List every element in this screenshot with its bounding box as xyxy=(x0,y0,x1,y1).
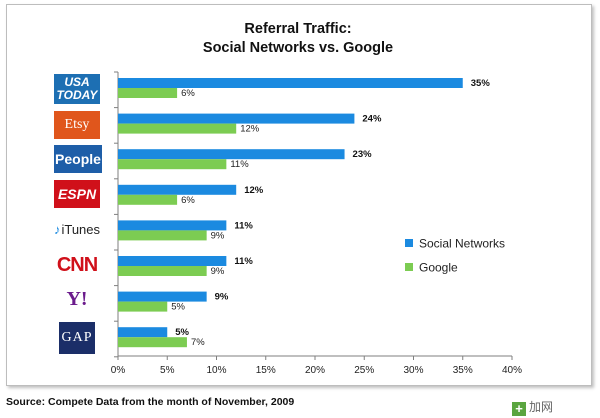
data-label-google: 6% xyxy=(181,195,195,206)
data-label-social-networks: 5% xyxy=(175,327,189,338)
data-label-google: 12% xyxy=(240,124,260,135)
data-label-social-networks: 9% xyxy=(215,292,229,303)
bar-social-networks xyxy=(118,184,237,195)
x-tick-label: 15% xyxy=(256,365,276,376)
bar-google xyxy=(118,230,207,241)
plus-icon: + xyxy=(512,402,526,416)
logo-itunes: ♪ iTunes xyxy=(54,215,100,243)
data-label-google: 9% xyxy=(211,266,225,277)
logo-itunes-text: iTunes xyxy=(61,221,101,237)
bars xyxy=(118,78,463,348)
legend-label: Social Networks xyxy=(419,237,505,251)
logo-espn-text: ESPN xyxy=(57,186,97,202)
data-label-social-networks: 12% xyxy=(244,185,264,196)
legend-swatch xyxy=(405,239,413,247)
data-label-google: 5% xyxy=(171,302,185,313)
data-label-social-networks: 11% xyxy=(234,220,253,231)
bar-google xyxy=(118,301,168,312)
chart-title: Referral Traffic: Social Networks vs. Go… xyxy=(202,21,394,56)
logo-usa-today: USA TODAY xyxy=(54,74,100,104)
data-label-social-networks: 35% xyxy=(471,78,491,89)
x-tick-label: 25% xyxy=(354,365,374,376)
bar-google xyxy=(118,123,237,134)
legend-swatch xyxy=(405,263,413,271)
bar-google xyxy=(118,337,187,348)
logo-people: People xyxy=(54,145,102,173)
x-tick-label: 40% xyxy=(502,365,522,376)
watermark-text: 加网 xyxy=(529,400,554,414)
data-label-google: 7% xyxy=(191,337,205,348)
logo-gap-text: GAP xyxy=(61,330,93,345)
logo-etsy: Etsy xyxy=(54,111,100,139)
x-tick-label: 20% xyxy=(305,365,325,376)
bar-google xyxy=(118,159,227,170)
logo-cnn-text: CNN xyxy=(56,253,98,276)
data-label-google: 6% xyxy=(181,88,195,99)
legend: Social Networks Google xyxy=(405,237,505,275)
data-label-social-networks: 11% xyxy=(234,256,253,267)
bar-social-networks xyxy=(118,220,227,231)
chart-frame xyxy=(6,4,592,386)
legend-label: Google xyxy=(419,261,458,275)
logo-yahoo: Y! xyxy=(54,285,100,313)
bar-social-networks xyxy=(118,78,463,88)
data-labels: 35%6%24%12%23%11%12%6%11%9%11%9%9%5%5%7% xyxy=(171,78,490,348)
x-tick-label: 30% xyxy=(403,365,423,376)
x-tick-label: 10% xyxy=(206,365,226,376)
logo-usa-line1: USA xyxy=(64,75,90,89)
bar-google xyxy=(118,194,178,205)
data-label-google: 9% xyxy=(211,230,225,241)
x-tick-label: 5% xyxy=(160,365,175,376)
logo-gap: GAP xyxy=(59,322,95,354)
x-tick-label: 35% xyxy=(453,365,473,376)
logo-etsy-text: Etsy xyxy=(64,117,90,132)
bar-social-networks xyxy=(118,256,227,266)
watermark: + 加网 xyxy=(512,398,553,416)
data-label-social-networks: 23% xyxy=(353,149,373,160)
logo-people-text: People xyxy=(55,151,101,167)
x-tick-labels: 0% 5% 10% 15% 20% 25% 30% 35% 40% xyxy=(111,365,522,376)
bar-google xyxy=(118,266,207,276)
logo-espn: ESPN xyxy=(54,180,100,208)
bar-social-networks xyxy=(118,291,207,302)
itunes-note-icon: ♪ xyxy=(53,221,61,237)
data-label-google: 11% xyxy=(230,159,249,170)
logo-cnn: CNN xyxy=(54,251,100,279)
logo-yahoo-text: Y! xyxy=(66,287,88,310)
bar-social-networks xyxy=(118,149,345,160)
bar-google xyxy=(118,88,178,98)
bar-social-networks xyxy=(118,113,355,124)
data-label-social-networks: 24% xyxy=(362,114,382,125)
logo-usa-line2: TODAY xyxy=(56,88,98,102)
source-note: Source: Compete Data from the month of N… xyxy=(6,396,295,408)
bar-social-networks xyxy=(118,327,168,338)
x-tick-label: 0% xyxy=(111,365,126,376)
